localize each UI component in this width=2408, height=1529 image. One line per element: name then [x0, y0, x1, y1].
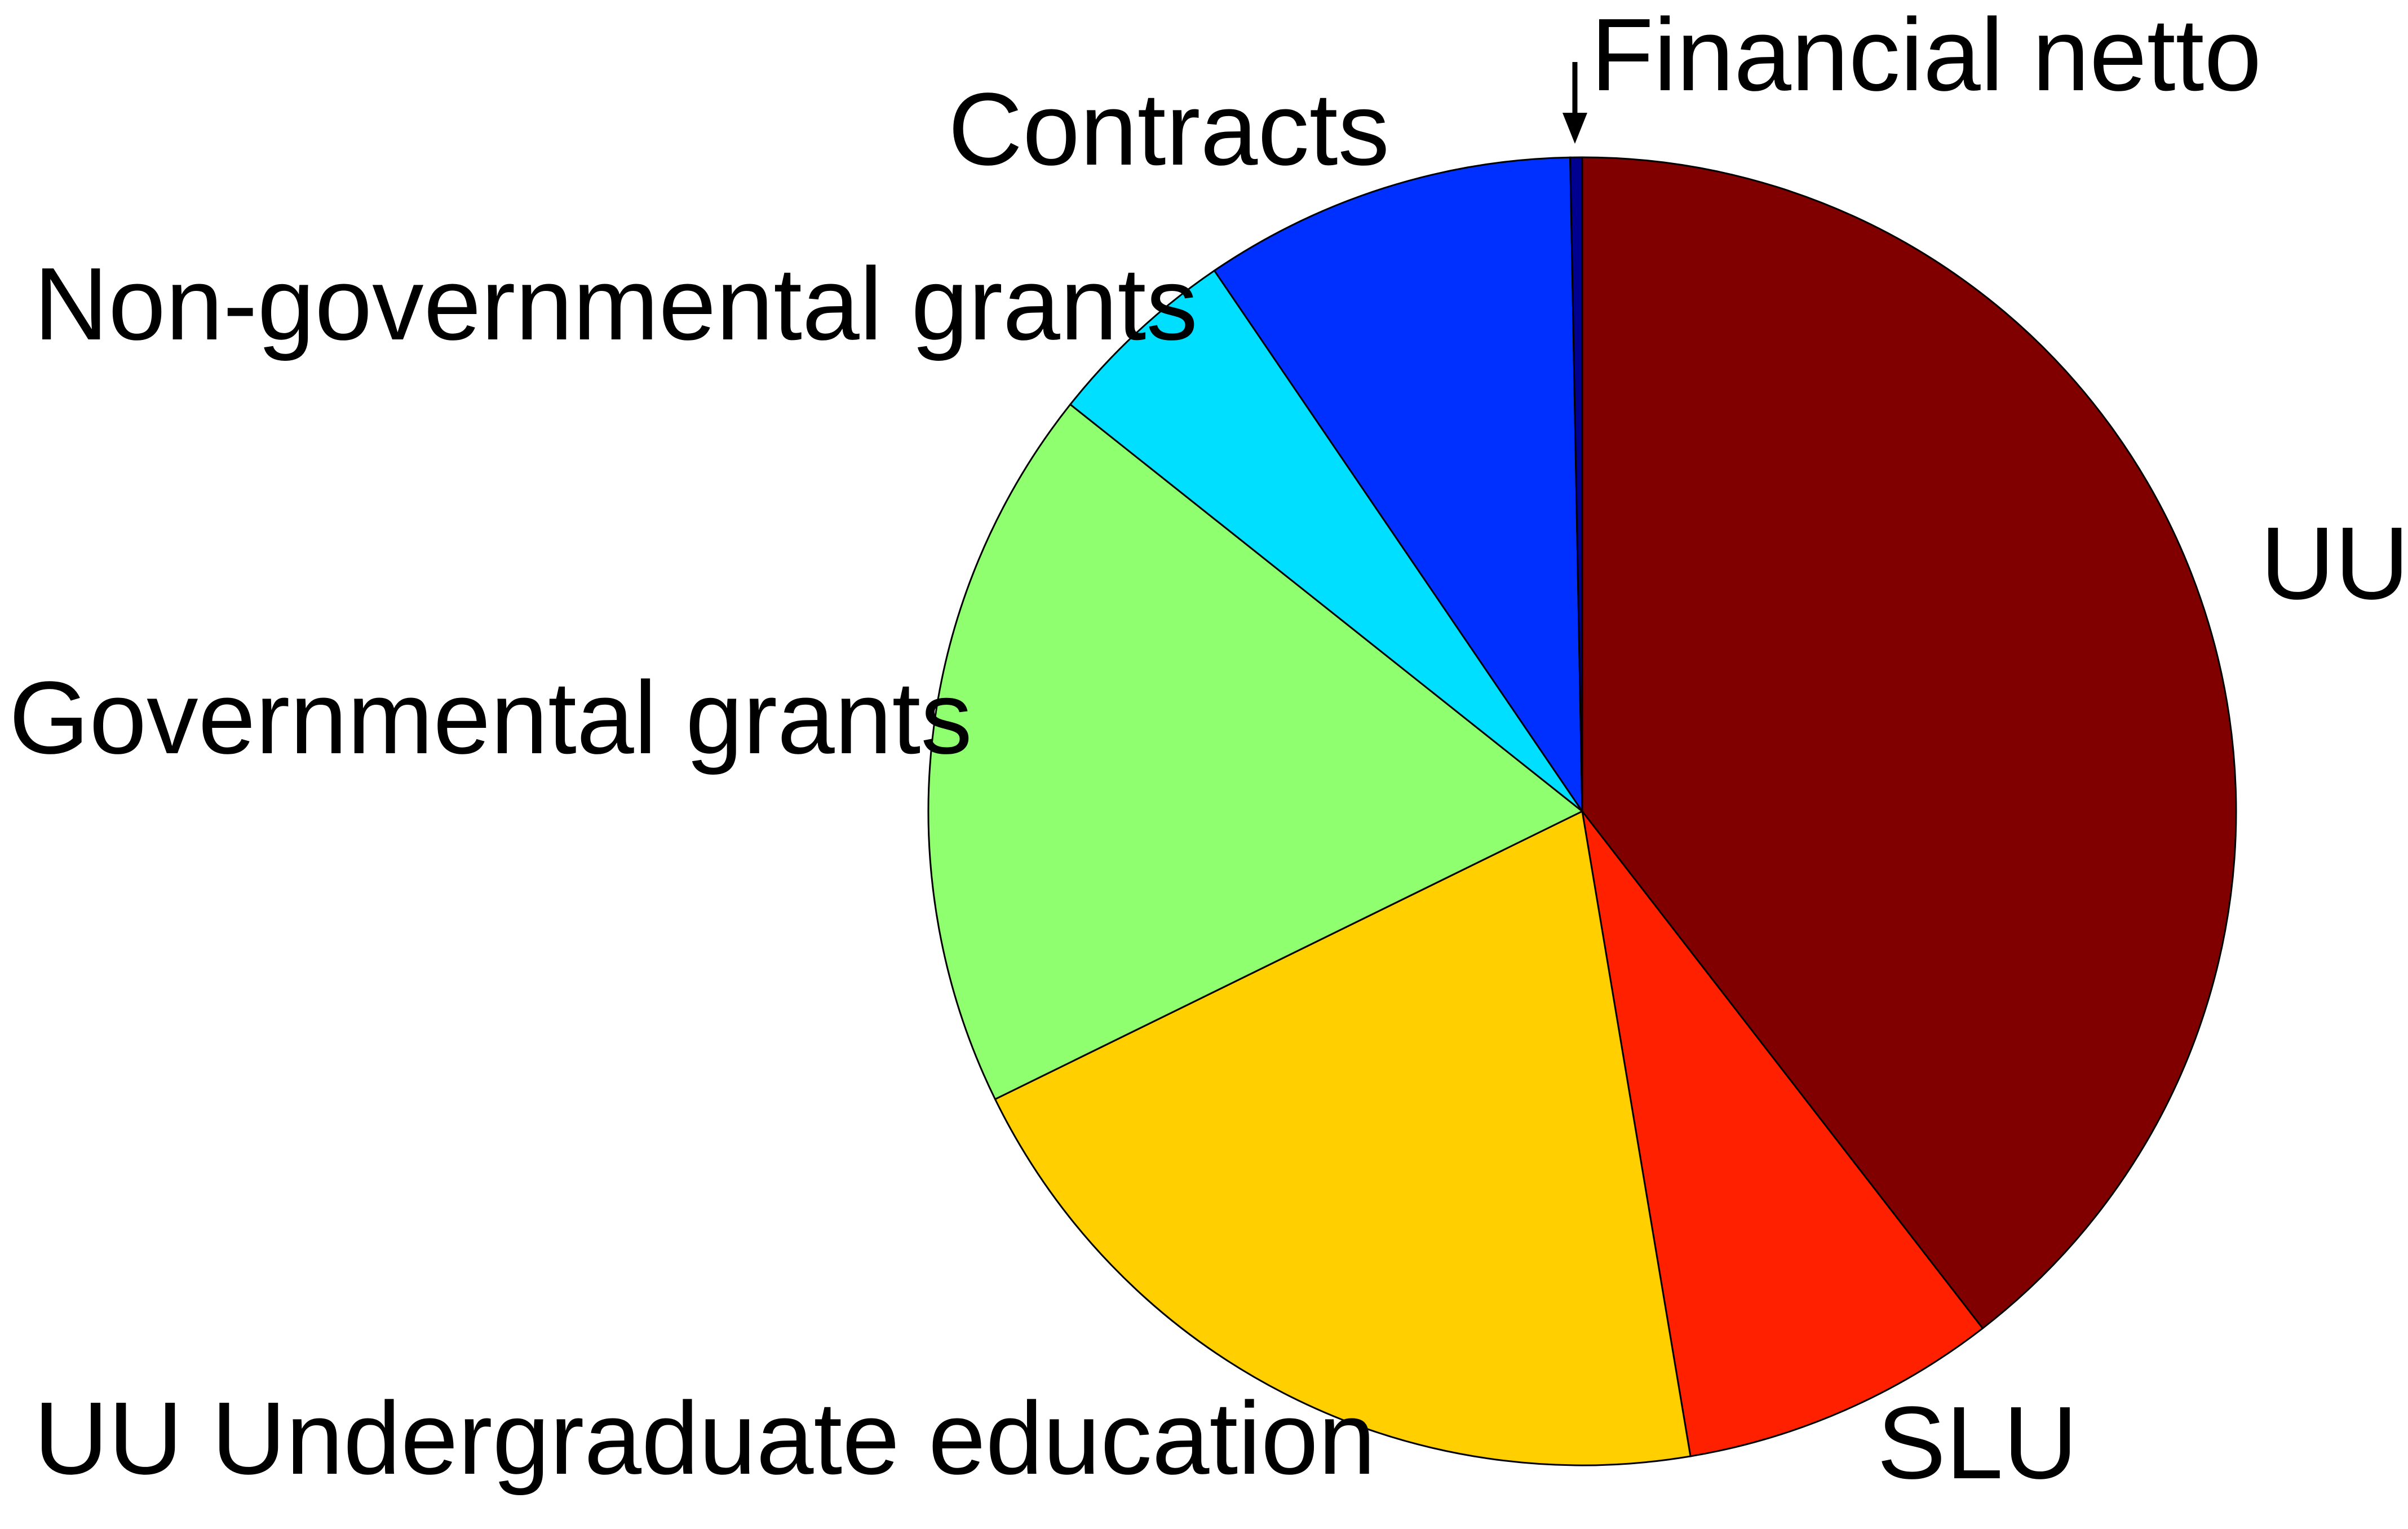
pie-labels: UU SLU UU Undergraduate education Govern…	[9, 0, 2408, 1500]
arrow-head	[1562, 113, 1587, 144]
label-governmental-grants: Governmental grants	[9, 660, 972, 775]
pie-slices	[927, 156, 2237, 1466]
slice-non-governmental-grants	[1069, 269, 1583, 812]
label-slu: SLU	[1877, 1385, 2078, 1500]
label-financial-netto: Financial netto	[1591, 0, 2261, 112]
slice-uu	[1581, 156, 2237, 1330]
slice-slu	[1581, 811, 1984, 1457]
financial-netto-arrow	[1562, 62, 1587, 144]
slice-governmental-grants	[927, 403, 1584, 1101]
slice-financial-netto	[1569, 156, 1583, 812]
label-non-governmental-grants: Non-governmental grants	[34, 246, 1198, 361]
label-contracts: Contracts	[948, 71, 1389, 187]
label-uu-undergraduate-education: UU Undergraduate education	[34, 1380, 1376, 1496]
slice-uu-undergraduate-education	[994, 810, 1692, 1466]
slice-contracts	[1213, 156, 1583, 815]
label-uu: UU	[2260, 505, 2408, 621]
